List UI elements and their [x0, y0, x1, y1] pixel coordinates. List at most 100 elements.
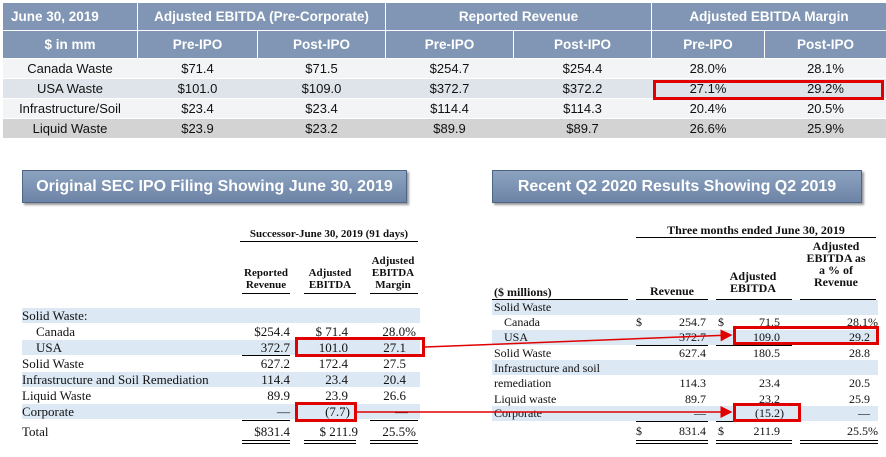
table-cell: $71.5 — [257, 58, 386, 79]
divider — [636, 237, 876, 238]
table-cell: $23.9 — [137, 118, 258, 139]
row-band — [22, 340, 420, 355]
header-line: a % of — [819, 263, 853, 277]
ebitda-cell: 180.5 — [753, 346, 780, 360]
table-cell: $89.7 — [513, 118, 652, 139]
row-band — [492, 360, 878, 375]
row-label: Canada Waste — [2, 58, 138, 79]
ebitda-cell: 23.4 — [759, 376, 780, 390]
divider — [242, 293, 290, 294]
revenue-cell: 627.4 — [679, 346, 706, 360]
col-header: Pre-IPO — [385, 30, 515, 59]
row-label: Liquid waste — [494, 392, 557, 406]
divider — [636, 299, 708, 300]
table-row: Canada Waste $71.4 $71.5 $254.7 $254.4 2… — [2, 58, 886, 79]
header-line: Adjusted — [729, 269, 777, 283]
col-header: Pre-IPO — [651, 30, 766, 59]
table-cell: 29.2% — [764, 78, 886, 99]
ebitda-cell: $ 211.9 — [319, 424, 358, 439]
table-cell: 25.9% — [764, 118, 886, 139]
left-banner: Original SEC IPO Filing Showing June 30,… — [22, 170, 407, 203]
highlight-box-q2-usa — [733, 326, 879, 345]
header-line: Revenue — [245, 279, 287, 291]
header-line: Adjusted — [308, 267, 352, 279]
divider — [370, 440, 418, 441]
margin-cell: 25.9 — [849, 392, 870, 406]
revenue-cell: $831.4 — [254, 424, 290, 439]
divider — [242, 440, 290, 441]
table-cell: $114.4 — [385, 98, 514, 119]
margin-cell: 20.4 — [383, 372, 406, 387]
right-banner: Recent Q2 2020 Results Showing Q2 2019 — [492, 170, 862, 203]
sec-col-header-margin: Adjusted EBITDA Margin — [368, 255, 418, 291]
table-cell: $71.4 — [137, 58, 258, 79]
highlight-box-sec-usa — [295, 337, 425, 357]
divider — [370, 420, 418, 421]
divider — [242, 355, 290, 356]
table-cell: $23.4 — [257, 98, 386, 119]
header-line: EBITDA — [371, 267, 415, 279]
row-band — [492, 406, 878, 421]
highlight-box-q2-corporate — [733, 403, 801, 422]
header-line: Adjusted — [371, 255, 415, 267]
ebitda-cell: (7.7) — [325, 404, 350, 419]
divider — [800, 299, 876, 300]
divider — [636, 421, 708, 422]
unit-header: $ in mm — [2, 30, 138, 59]
divider — [492, 299, 628, 300]
table-cell: 28.0% — [651, 58, 765, 79]
revenue-header: Reported Revenue — [385, 2, 653, 31]
divider — [370, 443, 418, 444]
col-header: Post-IPO — [513, 30, 653, 59]
ebitda-cell: 211.9 — [753, 424, 780, 438]
table-cell: 28.1% — [764, 58, 886, 79]
revenue-cell: — — [694, 406, 706, 420]
margin-cell: 27.1 — [383, 340, 406, 355]
row-label: Liquid Waste — [22, 388, 92, 403]
margin-header: Adjusted EBITDA Margin — [651, 2, 886, 31]
divider — [636, 443, 708, 444]
period-header: June 30, 2019 — [2, 2, 138, 31]
unit-label: ($ millions) — [494, 285, 552, 299]
ebitda-cell: 23.2 — [759, 392, 780, 406]
revenue-cell: 114.3 — [679, 376, 706, 390]
margin-cell: 20.5 — [849, 376, 870, 390]
divider — [800, 443, 878, 444]
divider — [716, 443, 792, 444]
divider — [800, 440, 878, 441]
margin-cell: 25.5% — [847, 424, 878, 438]
table-cell: 20.4% — [651, 98, 765, 119]
header-line: Reported — [244, 267, 288, 279]
ebitda-cell: 172.4 — [318, 356, 348, 371]
row-label: Infrastructure/Soil — [2, 98, 138, 119]
ebitda-header: Adjusted EBITDA (Pre-Corporate) — [136, 2, 387, 31]
divider — [304, 293, 356, 294]
divider — [242, 420, 290, 421]
table-cell: $23.2 — [257, 118, 386, 139]
row-label: Solid Waste: — [22, 308, 88, 323]
summary-table: June 30, 2019 Adjusted EBITDA (Pre-Corpo… — [2, 2, 886, 139]
row-label: USA — [504, 330, 529, 344]
header-line: EBITDA — [308, 279, 352, 291]
table-cell: $372.2 — [513, 78, 652, 99]
highlight-box-sec-corporate — [295, 402, 357, 422]
table-cell: 26.6% — [651, 118, 765, 139]
row-label: Corporate — [22, 404, 74, 419]
revenue-cell: 254.7 — [679, 315, 706, 329]
row-band — [22, 404, 420, 419]
q2-period-header: Three months ended June 30, 2019 — [667, 223, 845, 237]
margin-cell: 25.5% — [382, 424, 416, 439]
revenue-cell: $254.4 — [254, 324, 290, 339]
col-header: Post-IPO — [256, 30, 387, 59]
divider — [716, 345, 792, 346]
table-cell: $109.0 — [257, 78, 386, 99]
ebitda-cell: 101.0 — [318, 340, 348, 355]
ebitda-cell: 23.4 — [325, 372, 348, 387]
table-cell: $89.9 — [385, 118, 514, 139]
q2-col-header-margin: Adjusted EBITDA as a % of Revenue — [800, 240, 872, 288]
revenue-cell: 89.9 — [267, 388, 290, 403]
margin-cell: 26.6 — [383, 388, 406, 403]
q2-col-header-revenue: Revenue — [640, 285, 704, 297]
table-cell: $101.0 — [137, 78, 258, 99]
header-line: EBITDA as — [806, 251, 866, 265]
